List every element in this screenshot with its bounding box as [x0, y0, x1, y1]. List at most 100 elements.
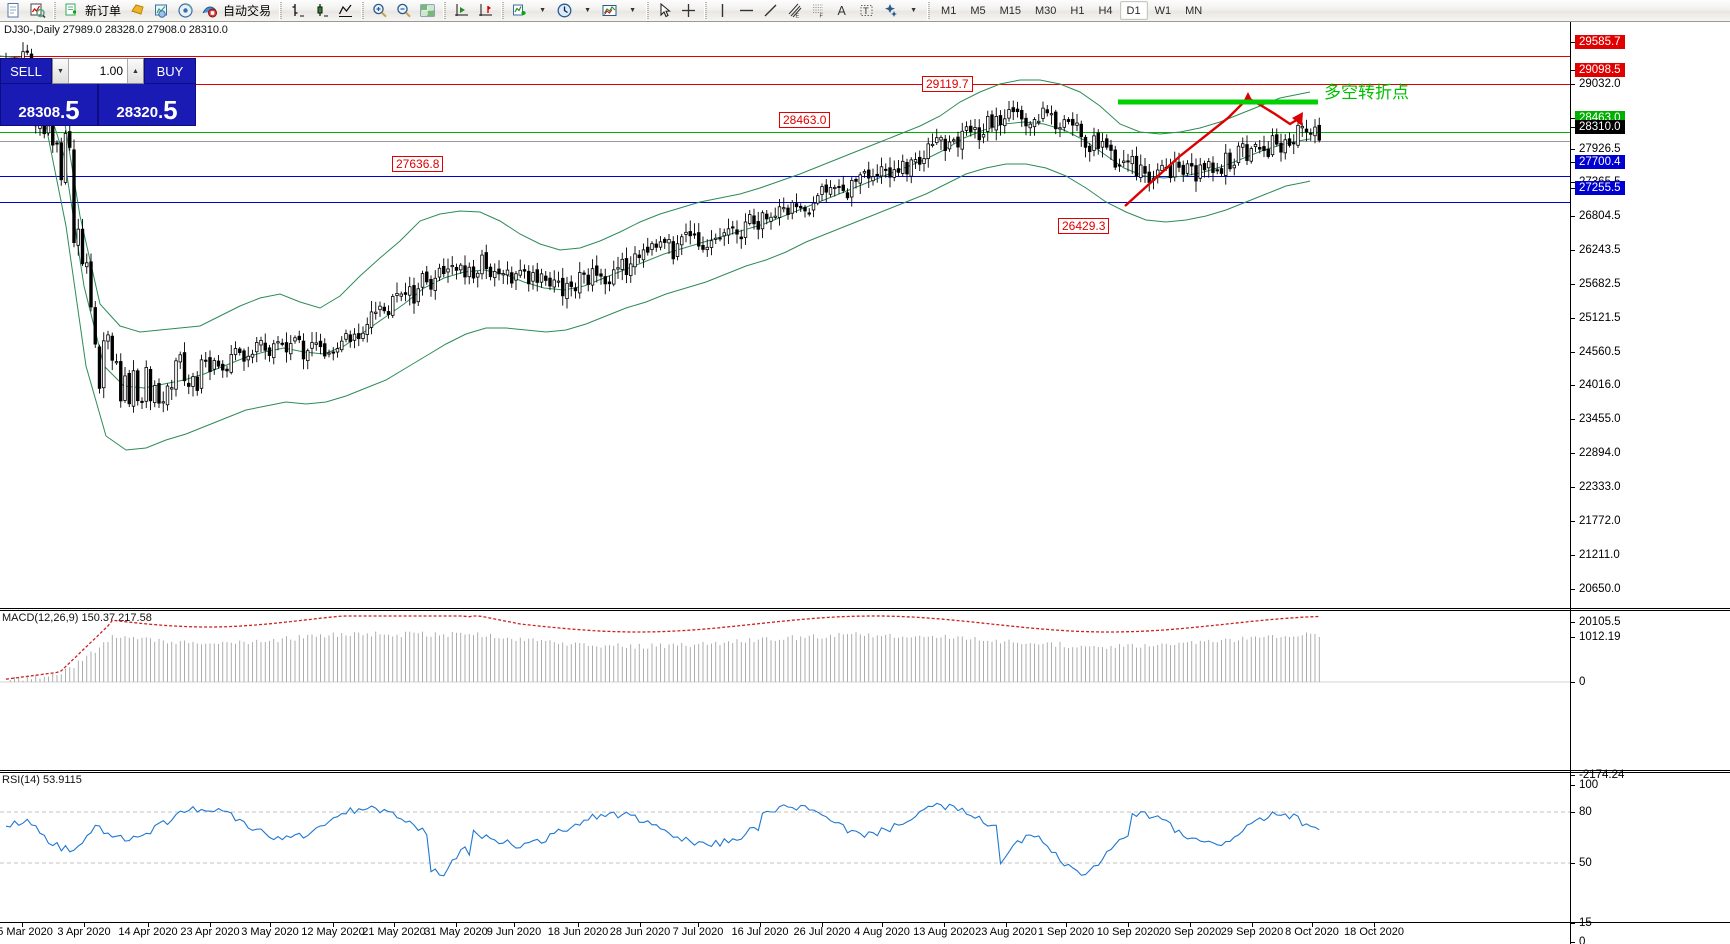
- price-level-line[interactable]: [0, 56, 1570, 57]
- candle-body: [646, 246, 650, 253]
- timeframe-m5[interactable]: M5: [970, 4, 986, 17]
- sell-price[interactable]: 28308 . 5: [0, 84, 98, 126]
- candle-body: [89, 261, 93, 308]
- templates-dropdown-caret[interactable]: ▼: [629, 7, 636, 14]
- timeframe-mn[interactable]: MN: [1185, 4, 1203, 17]
- crosshair-icon[interactable]: [677, 1, 700, 21]
- timeframe-h4[interactable]: H4: [1098, 4, 1113, 17]
- objects-dropdown-caret[interactable]: ▼: [910, 7, 917, 14]
- plot-region[interactable]: DJ30-,Daily 27989.0 28328.0 27908.0 2831…: [0, 22, 1570, 944]
- text-icon[interactable]: A: [831, 1, 854, 21]
- price-level-label[interactable]: 27636.8: [392, 156, 444, 172]
- candle-body: [446, 268, 450, 273]
- candle-body: [1143, 166, 1147, 174]
- text-label-icon[interactable]: T: [855, 1, 878, 21]
- period-dropdown-caret[interactable]: ▼: [584, 7, 591, 14]
- fibonacci-icon[interactable]: F: [807, 1, 830, 21]
- scale-pane-separator: [1571, 922, 1730, 923]
- candle-body: [263, 342, 267, 351]
- bar-chart-icon[interactable]: [286, 1, 309, 21]
- volume-increase-button[interactable]: ▲: [127, 59, 143, 83]
- price-level-line[interactable]: [0, 84, 1570, 85]
- vertical-line-icon[interactable]: [711, 1, 734, 21]
- grid-icon[interactable]: [416, 1, 439, 21]
- candle-body: [1300, 125, 1304, 129]
- candle-body: [1041, 107, 1045, 119]
- candle-body: [450, 265, 454, 268]
- chart-area[interactable]: 29585.7 29098.5 29032.0 28463.0 28310.0 27926…: [0, 22, 1730, 944]
- volume-input[interactable]: 1.00: [69, 59, 127, 83]
- date-label: 31 May 2020: [424, 926, 488, 938]
- navigator-icon[interactable]: [174, 1, 197, 21]
- toolbar-separator-6: [646, 1, 650, 20]
- profiles-icon[interactable]: [26, 1, 49, 21]
- templates-icon[interactable]: [598, 1, 621, 21]
- candle-body: [514, 273, 518, 281]
- trendline-icon[interactable]: [759, 1, 782, 21]
- timeframe-m15[interactable]: M15: [999, 4, 1021, 17]
- shift-end-icon[interactable]: [450, 1, 473, 21]
- trend-analysis-lines: [1124, 92, 1303, 207]
- market-watch-icon[interactable]: [150, 1, 173, 21]
- period-icon[interactable]: [553, 1, 576, 21]
- timeframe-m1[interactable]: M1: [941, 4, 957, 17]
- sell-price-fraction: 5: [65, 95, 80, 125]
- sell-button[interactable]: SELL: [0, 58, 52, 84]
- price-level-line[interactable]: [0, 202, 1570, 203]
- autotrade-label[interactable]: 自动交易: [223, 4, 272, 18]
- line-chart-icon[interactable]: [334, 1, 357, 21]
- new-order-icon[interactable]: [60, 1, 83, 21]
- zoom-out-icon[interactable]: [392, 1, 415, 21]
- candle-body: [833, 186, 837, 189]
- autotrade-icon[interactable]: [198, 1, 221, 21]
- price-level-line[interactable]: [0, 141, 1570, 142]
- volume-stepper[interactable]: ▼ 1.00 ▲: [52, 58, 144, 84]
- candle-body: [671, 241, 675, 260]
- timeframe-d1[interactable]: D1: [1119, 1, 1148, 20]
- one-click-trading-panel[interactable]: SELL ▼ 1.00 ▲ BUY 28308 . 5 28320 . 5: [0, 58, 196, 126]
- candle-body: [1096, 132, 1100, 149]
- expert-advisors-icon[interactable]: [126, 1, 149, 21]
- new-chart-icon[interactable]: [2, 1, 25, 21]
- price-level-label[interactable]: 26429.3: [1058, 218, 1110, 234]
- objects-icon[interactable]: [879, 1, 902, 21]
- horizontal-line-icon[interactable]: [735, 1, 758, 21]
- indicators-dropdown-caret[interactable]: ▼: [539, 7, 546, 14]
- candlestick-chart-icon[interactable]: [310, 1, 333, 21]
- candle-body: [221, 363, 225, 371]
- date-tick: [578, 923, 579, 927]
- buy-button[interactable]: BUY: [144, 58, 196, 84]
- candle-body: [1309, 132, 1313, 135]
- candle-body: [382, 306, 386, 312]
- candle-body: [1079, 123, 1083, 138]
- timeframe-w1[interactable]: W1: [1154, 4, 1172, 17]
- candle-body: [238, 348, 242, 353]
- auto-scroll-icon[interactable]: [474, 1, 497, 21]
- timeframe-m30[interactable]: M30: [1035, 4, 1057, 17]
- candle-body: [1075, 122, 1079, 126]
- date-tick: [456, 923, 457, 927]
- price-level-line[interactable]: [0, 132, 1570, 133]
- equidistant-channel-icon[interactable]: E: [783, 1, 806, 21]
- price-level-label[interactable]: 28463.0: [779, 112, 831, 128]
- buy-price[interactable]: 28320 . 5: [98, 84, 196, 126]
- candle-body: [412, 285, 416, 304]
- volume-decrease-button[interactable]: ▼: [53, 59, 69, 83]
- price-level-line[interactable]: [0, 176, 1570, 177]
- candle-body: [1058, 127, 1062, 130]
- candle-body: [178, 354, 182, 363]
- candle-body: [769, 216, 773, 222]
- zoom-in-icon[interactable]: [368, 1, 391, 21]
- timeframe-h1[interactable]: H1: [1070, 4, 1085, 17]
- new-order-label[interactable]: 新订单: [85, 4, 122, 18]
- cursor-icon[interactable]: [653, 1, 676, 21]
- scale-price-label: 80: [1579, 806, 1592, 818]
- candle-body: [773, 215, 777, 218]
- candle-body: [1207, 161, 1211, 169]
- price-level-label[interactable]: 29119.7: [922, 76, 973, 92]
- indicators-icon[interactable]: [508, 1, 531, 21]
- scale-price-label: 26243.5: [1579, 244, 1621, 256]
- candle-body: [72, 149, 76, 244]
- price-scale[interactable]: 29585.7 29098.5 29032.0 28463.0 28310.0 27926…: [1570, 22, 1730, 944]
